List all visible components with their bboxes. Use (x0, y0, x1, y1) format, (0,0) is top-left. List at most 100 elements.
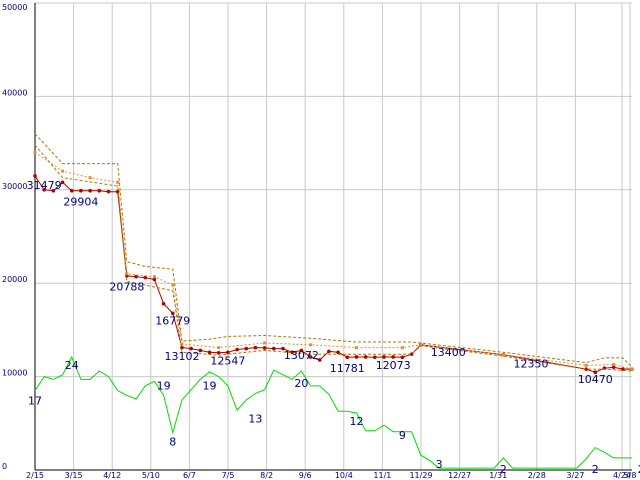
data-label: 2 (500, 463, 507, 476)
avg-point (180, 342, 184, 346)
main-point (409, 352, 414, 356)
main-point (226, 350, 230, 355)
main-point (299, 348, 304, 353)
avg-series-line (34, 151, 633, 370)
main-point (345, 355, 350, 360)
main-point (354, 355, 359, 359)
main-point (42, 188, 46, 192)
data-label: 2 (592, 463, 599, 476)
data-label: 13072 (284, 349, 319, 362)
avg-point (171, 283, 175, 287)
main-point (327, 349, 331, 354)
main-point (69, 188, 74, 193)
data-label: 13102 (164, 350, 199, 363)
data-label: 11781 (330, 362, 365, 375)
x-tick-label: 3/15 (65, 471, 83, 480)
data-label: 9 (399, 429, 406, 442)
main-point (363, 355, 368, 359)
main-point (235, 347, 239, 352)
main-point (170, 311, 175, 316)
avg-point (501, 353, 505, 357)
tick-labels: 0 10000 20000 30000 40000 50000 2/15 3/15 4/12 5/… (2, 3, 636, 480)
avg-point (116, 180, 120, 184)
band-series-line (34, 133, 633, 368)
avg-point (612, 362, 616, 366)
main-point (272, 346, 276, 351)
main-point (611, 365, 616, 370)
main-point (308, 355, 313, 359)
y-tick-label: 40000 (2, 88, 27, 97)
data-label: 12547 (210, 354, 245, 367)
main-point (143, 275, 148, 280)
main-point (97, 188, 102, 193)
chart-series (33, 133, 634, 469)
main-point (391, 355, 396, 359)
main-point (290, 350, 294, 355)
main-point (593, 370, 598, 375)
main-point (281, 346, 285, 351)
band-series-line (34, 144, 633, 372)
main-point (382, 355, 386, 359)
data-label: 12 (349, 415, 363, 428)
x-tick-label: 12/27 (448, 471, 471, 480)
main-point (198, 348, 203, 353)
data-label: 2 (638, 463, 640, 476)
main-point (207, 350, 212, 355)
main-point (106, 189, 111, 194)
data-label: 24 (65, 359, 79, 372)
avg-point (33, 150, 37, 154)
data-label: 16779 (155, 314, 190, 327)
data-label: 13400 (431, 346, 466, 359)
y-tick-label: 20000 (2, 275, 27, 284)
x-tick-label: 5/8 (624, 471, 637, 480)
avg-point (263, 341, 267, 345)
main-series-line (34, 175, 632, 373)
data-label: 3 (436, 458, 443, 471)
x-tick-label: 6/7 (183, 471, 196, 480)
avg-point (152, 275, 156, 279)
main-point (134, 274, 138, 279)
chart-axes (34, 3, 632, 471)
y-tick-label: 10000 (2, 369, 27, 378)
main-point (152, 277, 157, 282)
data-label: 12073 (376, 359, 411, 372)
main-point (189, 346, 193, 351)
main-point (336, 350, 340, 355)
x-tick-label: 11/1 (373, 471, 391, 480)
main-point (317, 358, 322, 362)
data-label: 12350 (513, 357, 548, 370)
x-tick-label: 8/2 (260, 471, 273, 480)
x-tick-label: 9/6 (299, 471, 312, 480)
data-label: 29904 (63, 196, 98, 209)
x-tick-label: 2/15 (26, 471, 44, 480)
main-point (373, 355, 377, 360)
avg-point (217, 346, 221, 350)
main-point (161, 301, 166, 306)
avg-point (584, 363, 588, 367)
main-point (60, 180, 65, 185)
x-tick-label: 3/27 (566, 471, 584, 480)
y-tick-label: 50000 (2, 3, 27, 12)
y-tick-label: 0 (2, 462, 7, 471)
avg-point (125, 272, 129, 276)
main-point (262, 346, 267, 350)
avg-point (419, 343, 423, 347)
data-label: 20 (294, 377, 308, 390)
data-label: 19 (157, 380, 171, 393)
main-point (244, 346, 249, 351)
x-tick-label: 10/4 (335, 471, 353, 480)
main-point (79, 188, 83, 193)
x-tick-label: 7/5 (222, 471, 235, 480)
data-label: 31479 (27, 179, 62, 192)
x-tick-label: 11/29 (409, 471, 432, 480)
avg-point (400, 346, 404, 350)
avg-point (354, 346, 358, 350)
main-point (51, 188, 56, 193)
avg-point (630, 367, 634, 371)
x-tick-label: 5/10 (142, 471, 160, 480)
main-point (88, 188, 92, 193)
data-label: 10470 (578, 373, 613, 386)
data-label: 17 (28, 395, 42, 408)
